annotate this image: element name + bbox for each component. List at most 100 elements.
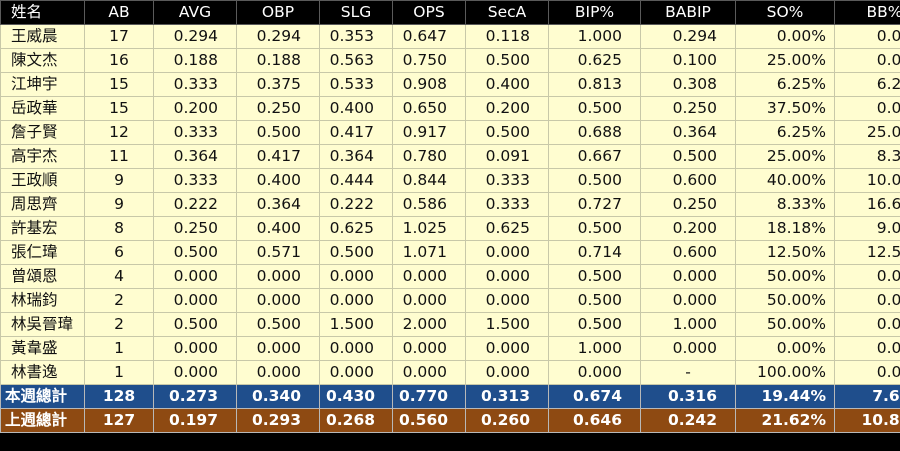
cell-so: 19.44% [735,384,835,409]
cell-ops: 0.908 [392,72,466,97]
cell-seca: 0.118 [465,24,549,49]
cell-avg: 0.364 [153,144,237,169]
cell-bb: 10.81% [834,408,900,433]
header-obp: OBP [236,0,320,25]
cell-so: 6.25% [735,72,835,97]
cell-seca: 0.260 [465,408,549,433]
cell-seca: 0.313 [465,384,549,409]
cell-bb: 12.50% [834,240,900,265]
cell-name: 詹子賢 [0,120,85,145]
cell-avg: 0.000 [153,360,237,385]
cell-name: 林書逸 [0,360,85,385]
cell-ab: 15 [84,72,154,97]
cell-ops: 1.025 [392,216,466,241]
this-week-total-row: 本週總計 128 0.273 0.340 0.430 0.770 0.313 0.674 0.3… [0,384,900,409]
cell-avg: 0.294 [153,24,237,49]
cell-bb: 0.00% [834,96,900,121]
player-row: 陳文杰 16 0.188 0.188 0.563 0.750 0.500 0.625 0.100… [0,48,900,73]
cell-obp: 0.375 [236,72,320,97]
header-bb: BB% [834,0,900,25]
player-row: 周思齊 9 0.222 0.364 0.222 0.586 0.333 0.727 0.250 8… [0,192,900,217]
cell-slg: 0.533 [319,72,393,97]
cell-seca: 0.200 [465,96,549,121]
header-slg: SLG [319,0,393,25]
cell-bb: 0.00% [834,360,900,385]
cell-bip: 0.500 [548,264,641,289]
cell-obp: 0.571 [236,240,320,265]
header-bip: BIP% [548,0,641,25]
cell-so: 6.25% [735,120,835,145]
cell-so: 21.62% [735,408,835,433]
cell-babip: 0.500 [640,144,736,169]
cell-babip: - [640,360,736,385]
cell-seca: 0.000 [465,264,549,289]
cell-slg: 1.500 [319,312,393,337]
cell-ab: 9 [84,168,154,193]
cell-bip: 0.813 [548,72,641,97]
cell-avg: 0.200 [153,96,237,121]
player-row: 王威晨 17 0.294 0.294 0.353 0.647 0.118 1.000 0.294… [0,24,900,49]
cell-bb: 0.00% [834,336,900,361]
cell-bb: 8.33% [834,144,900,169]
cell-obp: 0.364 [236,192,320,217]
cell-babip: 0.242 [640,408,736,433]
cell-slg: 0.222 [319,192,393,217]
cell-ab: 15 [84,96,154,121]
cell-ab: 9 [84,192,154,217]
cell-name: 曾頌恩 [0,264,85,289]
cell-babip: 0.294 [640,24,736,49]
cell-name: 王政順 [0,168,85,193]
cell-so: 50.00% [735,264,835,289]
cell-slg: 0.268 [319,408,393,433]
cell-bb: 25.00% [834,120,900,145]
header-name: 姓名 [0,0,85,25]
cell-bip: 0.688 [548,120,641,145]
cell-bb: 6.25% [834,72,900,97]
cell-slg: 0.625 [319,216,393,241]
cell-ops: 0.586 [392,192,466,217]
cell-ops: 0.000 [392,360,466,385]
cell-ops: 0.917 [392,120,466,145]
player-row: 林瑞鈞 2 0.000 0.000 0.000 0.000 0.000 0.500 0.000 5… [0,288,900,313]
cell-bb: 0.00% [834,288,900,313]
cell-bip: 0.500 [548,168,641,193]
cell-avg: 0.333 [153,72,237,97]
cell-avg: 0.197 [153,408,237,433]
cell-slg: 0.563 [319,48,393,73]
player-row: 王政順 9 0.333 0.400 0.444 0.844 0.333 0.500 0.600 4… [0,168,900,193]
cell-avg: 0.250 [153,216,237,241]
cell-bip: 0.625 [548,48,641,73]
cell-seca: 0.500 [465,120,549,145]
cell-ops: 2.000 [392,312,466,337]
cell-name: 許基宏 [0,216,85,241]
cell-so: 0.00% [735,336,835,361]
cell-bip: 1.000 [548,336,641,361]
player-row: 林吳晉瑋 2 0.500 0.500 1.500 2.000 1.500 0.500 1.000… [0,312,900,337]
cell-babip: 0.000 [640,264,736,289]
cell-bip: 0.500 [548,312,641,337]
cell-seca: 0.625 [465,216,549,241]
cell-bb: 0.00% [834,48,900,73]
player-row: 許基宏 8 0.250 0.400 0.625 1.025 0.625 0.500 0.200 1… [0,216,900,241]
cell-babip: 0.316 [640,384,736,409]
cell-ab: 12 [84,120,154,145]
cell-name: 陳文杰 [0,48,85,73]
cell-ops: 0.560 [392,408,466,433]
cell-obp: 0.250 [236,96,320,121]
cell-obp: 0.500 [236,312,320,337]
cell-so: 37.50% [735,96,835,121]
cell-ab: 127 [84,408,154,433]
cell-ab: 2 [84,288,154,313]
cell-ab: 1 [84,336,154,361]
cell-slg: 0.000 [319,360,393,385]
cell-babip: 0.250 [640,192,736,217]
cell-obp: 0.400 [236,168,320,193]
cell-ab: 1 [84,360,154,385]
cell-seca: 0.400 [465,72,549,97]
cell-ab: 8 [84,216,154,241]
header-ops: OPS [392,0,466,25]
header-babip: BABIP [640,0,736,25]
cell-babip: 1.000 [640,312,736,337]
cell-bip: 0.727 [548,192,641,217]
cell-bip: 0.667 [548,144,641,169]
